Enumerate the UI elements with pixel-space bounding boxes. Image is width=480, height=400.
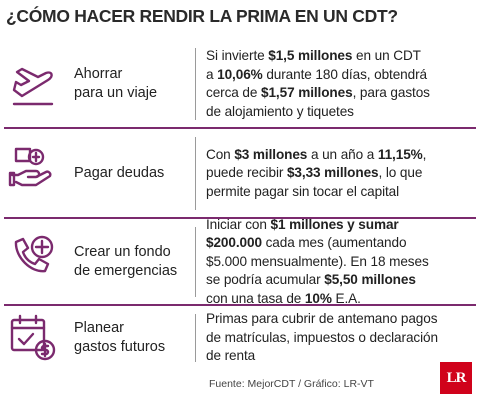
highlight-text: 10,06% xyxy=(217,66,263,82)
text-segment: se podría acumular xyxy=(206,272,325,288)
description-line: $200.000 cada mes (aumentando xyxy=(206,234,429,253)
row: Crear un fondo de emergencias Iniciar con … xyxy=(0,217,480,306)
text-segment: permite pagar sin tocar el capital xyxy=(206,183,400,199)
description-line: Iniciar con $1 millones y sumar xyxy=(206,216,429,235)
text-segment: , xyxy=(422,146,427,162)
highlight-text: $3,33 millones xyxy=(286,165,379,181)
row-description: Iniciar con $1 millones y sumar $200.000 … xyxy=(206,216,429,309)
description-line: Con $3 millones a un año a 11,15%, xyxy=(206,146,426,165)
label-line: Pagar deudas xyxy=(74,165,165,181)
row-separator xyxy=(4,217,476,219)
row-description: Si invierte $1,5 millones en un CDT a 10,… xyxy=(206,47,430,121)
text-segment: $5.000 mensualmente). En 18 meses xyxy=(206,253,429,269)
label-line: de emergencias xyxy=(74,263,178,279)
footer-source: Fuente: MejorCDT / Gráfico: LR-VT xyxy=(209,378,374,390)
description-line: de alojamiento y tiquetes xyxy=(206,103,430,122)
text-segment: de alojamiento y tiquetes xyxy=(206,103,354,119)
row-label: Pagar deudas xyxy=(74,164,164,183)
text-segment: cada mes (aumentando xyxy=(261,235,407,251)
text-segment: a xyxy=(206,66,218,82)
text-segment: , para gastos xyxy=(352,85,430,100)
calendar-icon xyxy=(10,314,56,361)
description-line: cerca de $1,57 millones, para gastos xyxy=(206,84,430,103)
highlight-text: $1,57 millones xyxy=(261,85,353,100)
column-divider xyxy=(195,227,196,297)
highlight-text: 11,15% xyxy=(377,146,423,162)
highlight-text: $3 millones xyxy=(234,146,308,162)
column-divider xyxy=(195,137,196,210)
text-segment: de renta xyxy=(206,348,256,364)
logo: LR xyxy=(440,362,472,394)
column-divider xyxy=(195,48,196,120)
label-line: para un viaje xyxy=(74,85,158,101)
text-segment: Primas para cubrir de antemano pagos xyxy=(206,311,438,327)
text-segment: , lo que xyxy=(378,165,423,181)
text-segment: cerca de xyxy=(206,85,262,100)
text-segment: Si invierte xyxy=(206,48,269,63)
description-line: Si invierte $1,5 millones en un CDT xyxy=(206,47,430,66)
text-segment: en un CDT xyxy=(352,48,421,63)
description-line: se podría acumular $5,50 millones xyxy=(206,271,429,290)
row-description: Con $3 millones a un año a 11,15%, puede … xyxy=(206,146,426,202)
description-line: con una tasa de 10% E.A. xyxy=(206,290,429,309)
highlight-text: $1,5 millones xyxy=(268,48,353,63)
label-line: Planear xyxy=(74,320,124,336)
row-label: Crear un fondo de emergencias xyxy=(74,243,177,281)
row: Planear gastos futuros Primas para cubrir … xyxy=(0,306,480,370)
debt-icon xyxy=(8,147,52,187)
highlight-text: $200.000 xyxy=(206,235,262,251)
text-segment: a un año a xyxy=(307,146,378,162)
row-description: Primas para cubrir de antemano pagos de m… xyxy=(206,310,438,366)
row-label: Ahorrar para un viaje xyxy=(74,65,157,103)
description-line: a 10,06% durante 180 días, obtendrá xyxy=(206,66,430,85)
text-segment: E.A. xyxy=(331,290,361,306)
row-label: Planear gastos futuros xyxy=(74,319,165,357)
row-separator xyxy=(4,127,476,129)
plane-icon xyxy=(12,67,54,106)
highlight-text: $1 millones y sumar xyxy=(270,216,399,232)
text-segment: durante 180 días, obtendrá xyxy=(262,66,427,82)
text-segment: Con xyxy=(206,146,235,162)
highlight-text: $5,50 millones xyxy=(324,272,416,288)
row-separator xyxy=(4,304,476,306)
label-line: Ahorrar xyxy=(74,66,123,82)
description-line: de matrículas, impuestos o declaración xyxy=(206,329,438,348)
row: Ahorrar para un viaje Si invierte $1,5 mil… xyxy=(0,40,480,128)
label-line: gastos futuros xyxy=(74,339,166,355)
highlight-text: 10% xyxy=(304,290,332,306)
description-line: $5.000 mensualmente). En 18 meses xyxy=(206,253,429,272)
description-line: Primas para cubrir de antemano pagos xyxy=(206,310,438,329)
description-line: puede recibir $3,33 millones, lo que xyxy=(206,164,426,183)
text-segment: de matrículas, impuestos o declaración xyxy=(206,329,438,345)
description-line: permite pagar sin tocar el capital xyxy=(206,183,426,202)
title: ¿CÓMO HACER RENDIR LA PRIMA EN UN CDT? xyxy=(6,6,398,26)
text-segment: puede recibir xyxy=(206,165,287,181)
description-line: de renta xyxy=(206,347,438,366)
column-divider xyxy=(195,314,196,362)
row: Pagar deudas Con $3 millones a un año a 1… xyxy=(0,129,480,218)
text-segment: Iniciar con xyxy=(206,216,271,232)
emergency-icon xyxy=(14,235,54,273)
label-line: Crear un fondo xyxy=(74,244,171,260)
text-segment: con una tasa de xyxy=(206,290,305,306)
